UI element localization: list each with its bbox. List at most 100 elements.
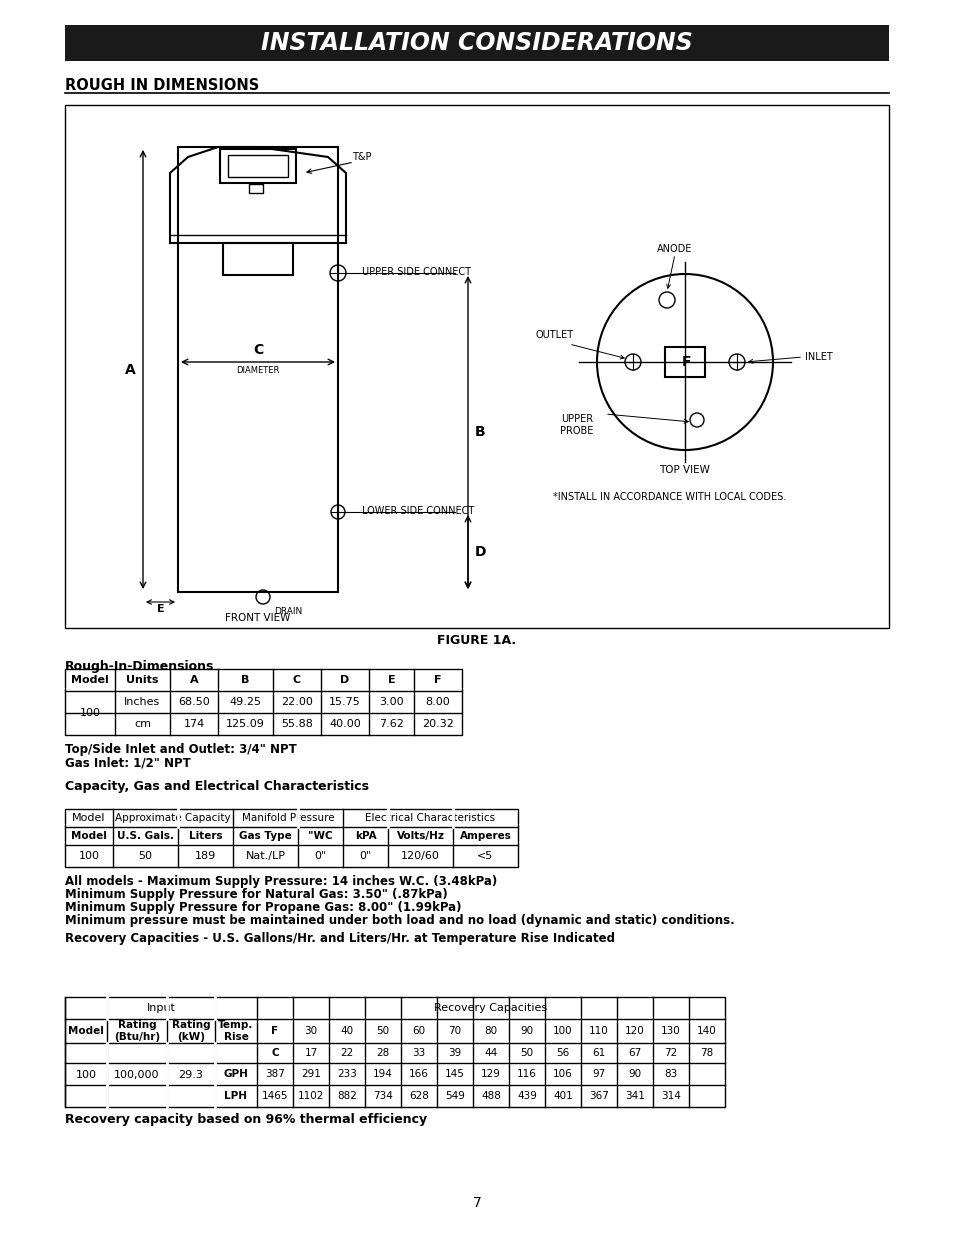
Text: 401: 401: [553, 1091, 572, 1100]
Text: Top/Side Inlet and Outlet: 3/4" NPT: Top/Side Inlet and Outlet: 3/4" NPT: [65, 743, 296, 756]
Text: 100: 100: [553, 1026, 572, 1036]
Text: 166: 166: [409, 1070, 429, 1079]
Text: LPH: LPH: [224, 1091, 247, 1100]
Text: Rating
(Btu/hr): Rating (Btu/hr): [113, 1020, 160, 1042]
Text: 17: 17: [304, 1049, 317, 1058]
Text: TOP VIEW: TOP VIEW: [659, 466, 710, 475]
Bar: [220, 149, 295, 183]
Text: Minimum Supply Pressure for Natural Gas: 3.50" (.87kPa): Minimum Supply Pressure for Natural Gas:…: [65, 888, 447, 902]
Text: E: E: [387, 676, 395, 685]
Text: Units: Units: [126, 676, 158, 685]
Text: Model: Model: [68, 1026, 104, 1036]
Text: kPA: kPA: [355, 831, 375, 841]
Text: D: D: [475, 545, 486, 559]
Text: Model: Model: [71, 676, 109, 685]
Text: B: B: [475, 426, 485, 440]
Text: 50: 50: [138, 851, 152, 861]
Text: Recovery Capacities: Recovery Capacities: [434, 1003, 547, 1013]
Text: GPH: GPH: [223, 1070, 248, 1079]
Text: Electrical Characteristics: Electrical Characteristics: [365, 813, 495, 823]
Text: 83: 83: [663, 1070, 677, 1079]
Text: 61: 61: [592, 1049, 605, 1058]
Text: Inches: Inches: [124, 697, 160, 706]
Text: C: C: [253, 343, 263, 357]
Text: 28: 28: [376, 1049, 389, 1058]
Text: Rating
(kW): Rating (kW): [172, 1020, 210, 1042]
Text: 67: 67: [628, 1049, 641, 1058]
Text: F: F: [434, 676, 441, 685]
Text: 110: 110: [589, 1026, 608, 1036]
Text: 116: 116: [517, 1070, 537, 1079]
Text: 106: 106: [553, 1070, 572, 1079]
Text: 387: 387: [265, 1070, 285, 1079]
Text: Temp.
Rise: Temp. Rise: [218, 1020, 253, 1042]
Text: 22: 22: [340, 1049, 354, 1058]
Text: A: A: [125, 363, 136, 377]
Text: Rough-In-Dimensions: Rough-In-Dimensions: [65, 659, 214, 673]
Text: 100: 100: [78, 851, 99, 861]
Text: 100: 100: [79, 708, 100, 718]
Text: 3.00: 3.00: [378, 697, 403, 706]
Text: 194: 194: [373, 1070, 393, 1079]
Bar: [178, 147, 337, 592]
Text: Approximate Capacity: Approximate Capacity: [115, 813, 231, 823]
Text: Manifold Pressure: Manifold Pressure: [241, 813, 334, 823]
Text: INLET: INLET: [804, 352, 832, 362]
Text: Gas Inlet: 1/2" NPT: Gas Inlet: 1/2" NPT: [65, 757, 191, 769]
Text: 97: 97: [592, 1070, 605, 1079]
Bar: [65, 809, 517, 867]
Text: Recovery Capacities - U.S. Gallons/Hr. and Liters/Hr. at Temperature Rise Indica: Recovery Capacities - U.S. Gallons/Hr. a…: [65, 932, 615, 945]
Text: 39: 39: [448, 1049, 461, 1058]
Text: Minimum pressure must be maintained under both load and no load (dynamic and sta: Minimum pressure must be maintained unde…: [65, 914, 734, 927]
Text: D: D: [340, 676, 349, 685]
Text: 0": 0": [314, 851, 326, 861]
Text: OUTLET: OUTLET: [536, 330, 574, 340]
Text: ANODE: ANODE: [657, 245, 692, 254]
Text: 291: 291: [301, 1070, 320, 1079]
Text: Gas Type: Gas Type: [239, 831, 292, 841]
Text: 55.88: 55.88: [281, 719, 313, 729]
Text: Minimum Supply Pressure for Propane Gas: 8.00" (1.99kPa): Minimum Supply Pressure for Propane Gas:…: [65, 902, 461, 914]
Text: Liters: Liters: [189, 831, 222, 841]
Text: 628: 628: [409, 1091, 429, 1100]
Text: DIAMETER: DIAMETER: [236, 366, 279, 375]
Text: 15.75: 15.75: [329, 697, 360, 706]
Bar: [65, 997, 724, 1107]
Text: Amperes: Amperes: [459, 831, 511, 841]
Text: 233: 233: [336, 1070, 356, 1079]
Text: DRAIN: DRAIN: [274, 606, 302, 615]
Text: 50: 50: [376, 1026, 389, 1036]
Text: Model: Model: [72, 813, 106, 823]
Text: E: E: [156, 604, 164, 614]
Text: 100,000: 100,000: [114, 1070, 159, 1079]
Text: <5: <5: [476, 851, 493, 861]
Text: C: C: [293, 676, 301, 685]
Text: 8.00: 8.00: [425, 697, 450, 706]
Text: 90: 90: [628, 1070, 640, 1079]
Text: 49.25: 49.25: [230, 697, 261, 706]
Text: 145: 145: [445, 1070, 464, 1079]
Bar: [249, 184, 263, 193]
Text: 60: 60: [412, 1026, 425, 1036]
Text: 90: 90: [520, 1026, 533, 1036]
Text: Volts/Hz: Volts/Hz: [396, 831, 444, 841]
Text: LOWER SIDE CONNECT: LOWER SIDE CONNECT: [361, 506, 474, 516]
Text: 100: 100: [75, 1070, 96, 1079]
Text: C: C: [271, 1049, 278, 1058]
Text: 189: 189: [194, 851, 216, 861]
Bar: [228, 156, 288, 177]
Text: Model: Model: [71, 831, 107, 841]
Text: FIGURE 1A.: FIGURE 1A.: [437, 634, 516, 647]
Text: INSTALLATION CONSIDERATIONS: INSTALLATION CONSIDERATIONS: [261, 31, 692, 56]
Text: 22.00: 22.00: [281, 697, 313, 706]
Text: A: A: [190, 676, 198, 685]
Text: 174: 174: [183, 719, 204, 729]
Text: F: F: [272, 1026, 278, 1036]
Text: 50: 50: [520, 1049, 533, 1058]
Text: 129: 129: [480, 1070, 500, 1079]
Text: 125.09: 125.09: [226, 719, 265, 729]
Bar: [65, 669, 461, 735]
Text: 130: 130: [660, 1026, 680, 1036]
Text: 40.00: 40.00: [329, 719, 360, 729]
Text: 0": 0": [359, 851, 372, 861]
